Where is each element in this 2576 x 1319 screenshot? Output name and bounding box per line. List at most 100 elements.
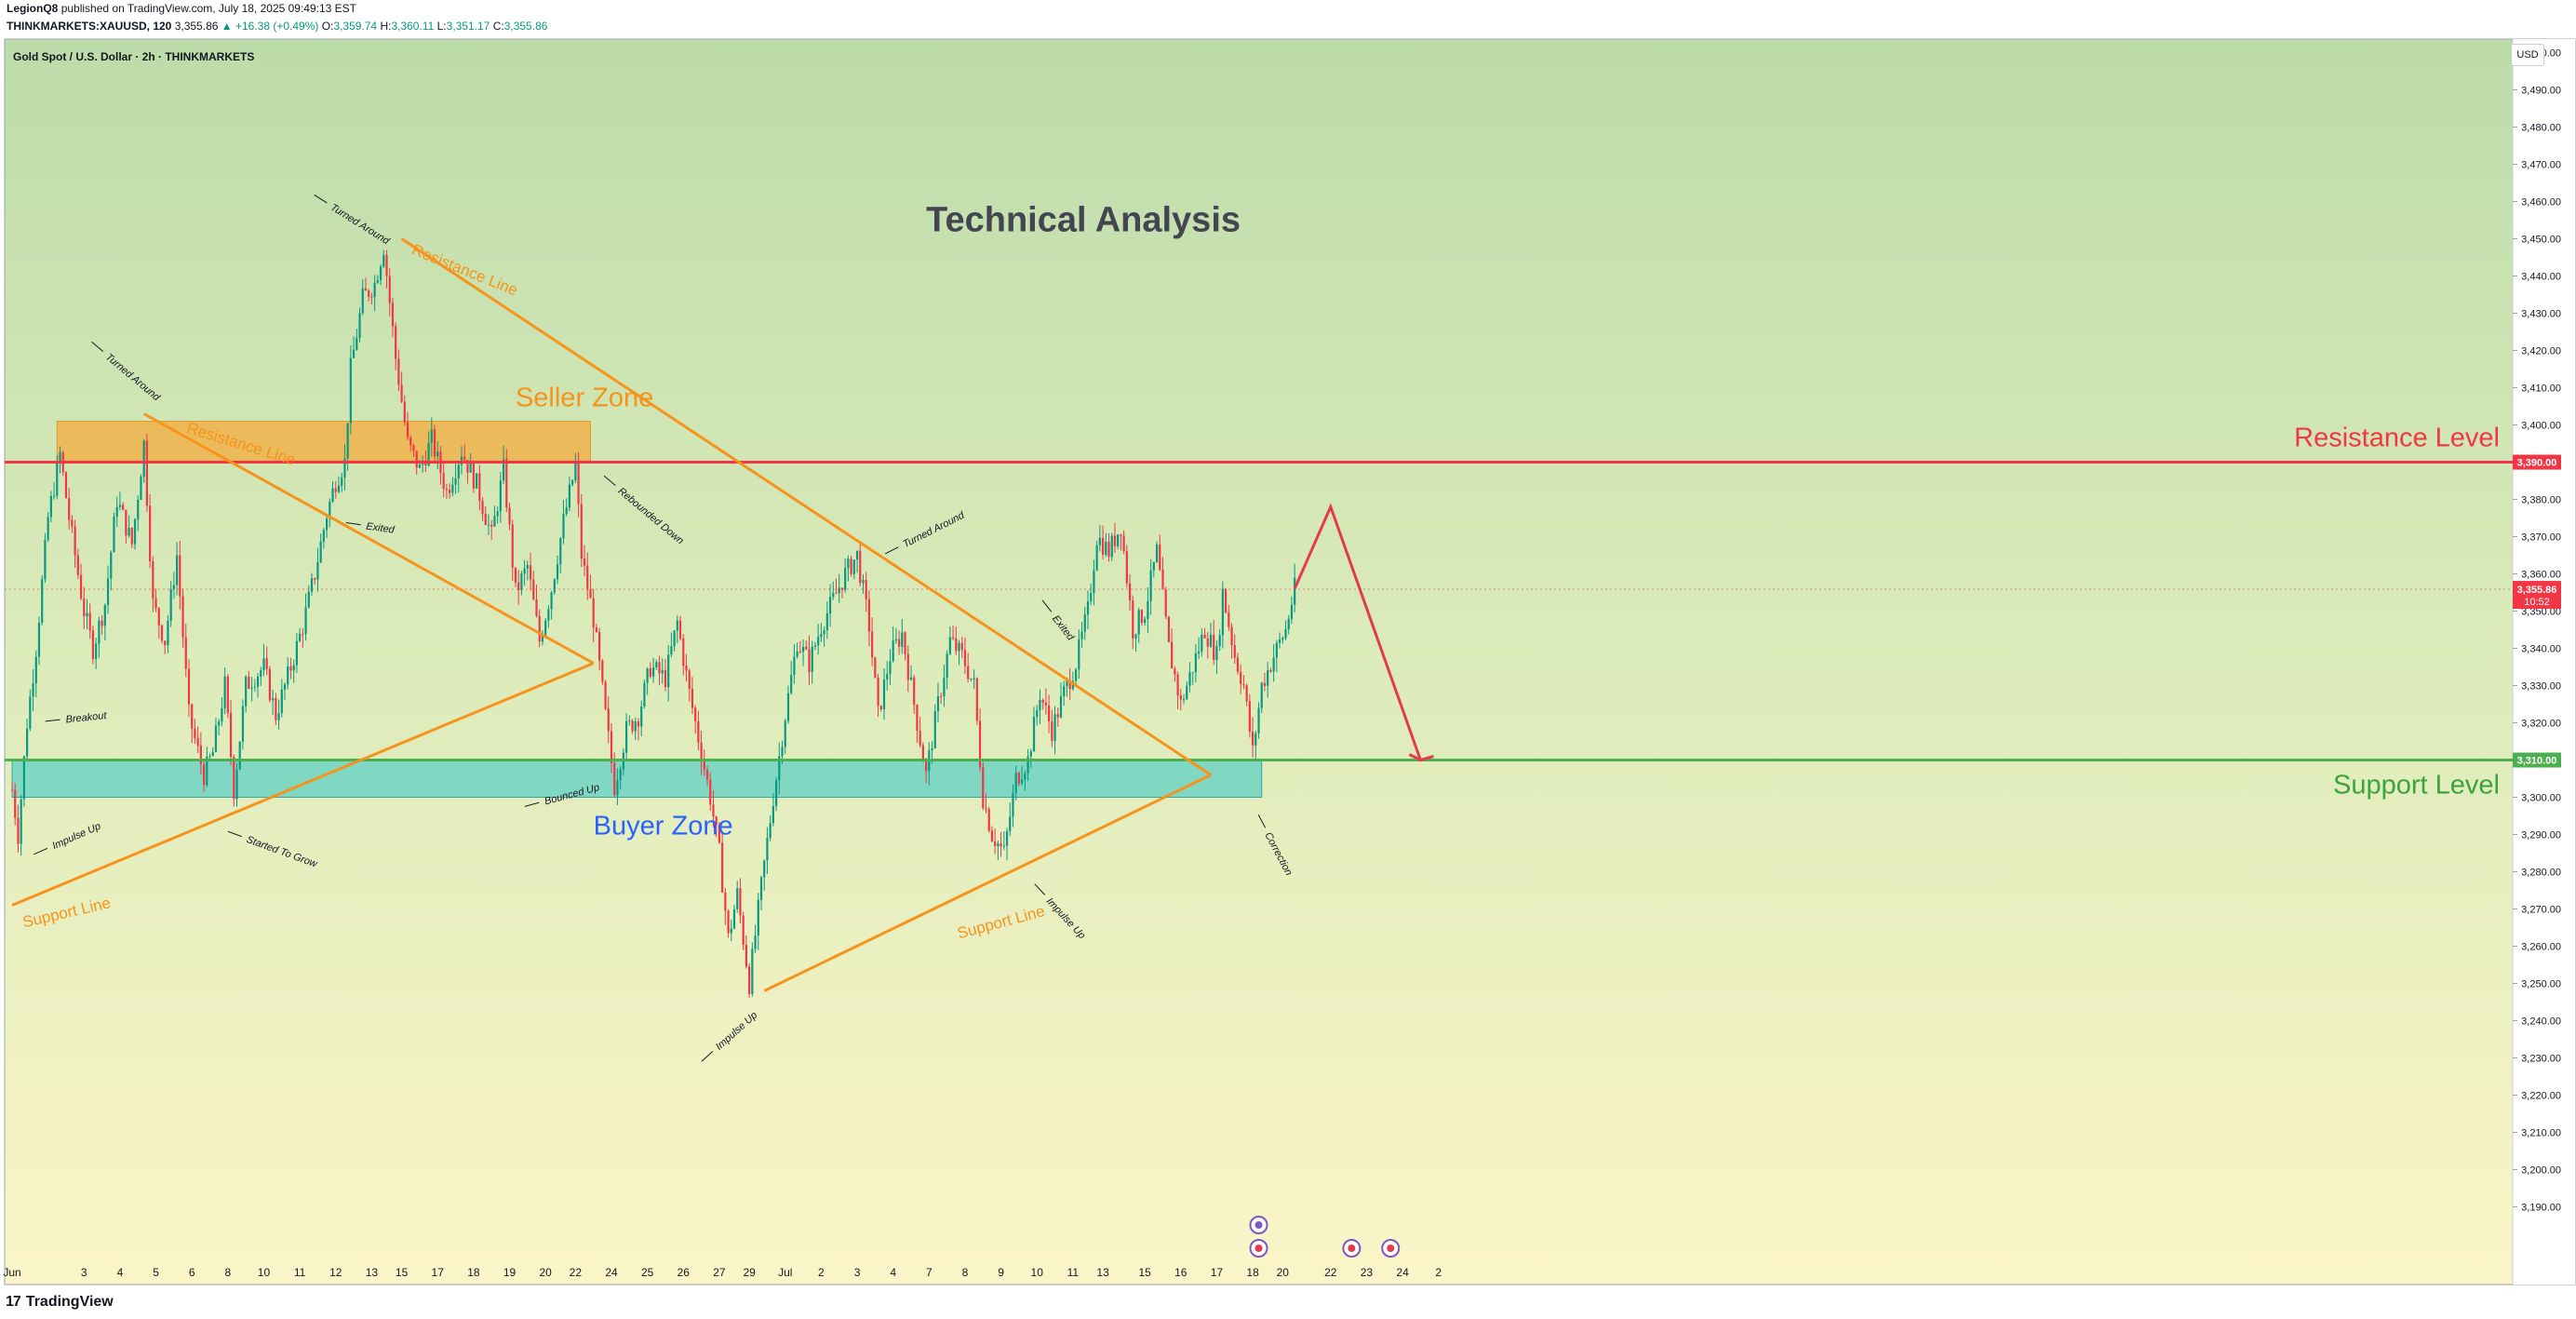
candle — [235, 763, 238, 807]
author-name[interactable]: LegionQ8 — [7, 2, 59, 15]
candle — [1260, 681, 1263, 714]
candle — [341, 473, 343, 492]
candle — [1056, 707, 1059, 727]
candle — [466, 459, 469, 484]
candle — [739, 878, 742, 924]
candle — [705, 765, 709, 787]
y-tick-label: 3,210.00 — [2521, 1128, 2561, 1139]
candle — [547, 605, 550, 628]
candle — [113, 512, 115, 553]
x-tick-label: 10 — [258, 1266, 271, 1279]
candle — [436, 441, 439, 470]
candle — [1095, 541, 1098, 572]
buyer-zone[interactable] — [11, 760, 1263, 798]
annotation-arrow — [1034, 883, 1046, 895]
candle — [550, 590, 553, 620]
candle — [1017, 771, 1021, 787]
candle — [565, 498, 568, 517]
candle — [22, 755, 25, 807]
lightning-icon[interactable] — [1249, 1216, 1268, 1234]
candle — [532, 570, 535, 600]
seller-zone[interactable] — [56, 421, 591, 463]
candle — [694, 705, 697, 734]
candle — [798, 640, 801, 654]
candle — [44, 532, 47, 584]
flag-icon[interactable] — [1342, 1239, 1362, 1258]
x-tick-label: 20 — [539, 1266, 552, 1279]
candle — [304, 593, 307, 641]
candle — [292, 659, 295, 683]
candle — [1147, 586, 1149, 634]
candle — [103, 603, 106, 641]
trend-line[interactable] — [763, 774, 1212, 992]
candle — [730, 919, 732, 942]
x-tick-label: 11 — [294, 1266, 306, 1279]
candle — [1032, 707, 1036, 752]
candle — [1075, 667, 1078, 685]
candle — [1155, 541, 1159, 564]
candle — [1024, 770, 1026, 791]
y-tick-label: 3,300.00 — [2521, 793, 2561, 804]
trend-line[interactable] — [11, 662, 595, 907]
price-change: ▲ +16.38 (+0.49%) — [221, 20, 319, 33]
candle — [523, 559, 526, 586]
x-tick-label: 27 — [713, 1266, 726, 1279]
candle — [844, 558, 847, 593]
candle — [302, 627, 304, 648]
candle — [214, 718, 218, 753]
candle — [1128, 573, 1132, 611]
candle — [194, 719, 196, 745]
chart-title: Technical Analysis — [926, 201, 1241, 240]
candle — [352, 336, 356, 358]
candle — [172, 572, 175, 599]
candle — [1218, 628, 1221, 652]
candle — [661, 658, 664, 684]
candle — [226, 673, 229, 719]
candle — [801, 639, 805, 666]
x-tick-label: 25 — [641, 1266, 654, 1279]
candle — [265, 646, 268, 676]
x-tick-label: 7 — [926, 1266, 932, 1279]
candle — [430, 417, 433, 457]
candle — [985, 793, 987, 814]
candle — [544, 618, 547, 639]
x-tick-label: 2 — [818, 1266, 825, 1279]
candle — [933, 704, 936, 749]
candle — [1188, 662, 1191, 693]
currency-button[interactable]: USD — [2511, 44, 2544, 66]
x-tick-label: 6 — [189, 1266, 195, 1279]
candle — [76, 548, 79, 579]
support-price-tag[interactable]: 3,310.00 — [2513, 752, 2561, 768]
flag-icon[interactable] — [1249, 1239, 1268, 1258]
candle — [14, 783, 17, 826]
candle — [879, 705, 882, 712]
candle — [1245, 683, 1248, 707]
candle — [1122, 530, 1125, 555]
candle — [973, 669, 975, 690]
resistance-price-tag[interactable]: 3,390.00 — [2513, 454, 2561, 470]
forecast-path[interactable] — [1293, 503, 1422, 761]
candle — [703, 748, 705, 776]
trend-line[interactable] — [142, 412, 595, 665]
candle — [1272, 643, 1275, 682]
candle — [95, 638, 98, 669]
candle — [1161, 557, 1164, 590]
candle — [472, 460, 475, 493]
low-value: 3,351.17 — [446, 20, 490, 33]
candle — [122, 502, 125, 511]
candle — [262, 644, 265, 677]
candle — [1105, 532, 1107, 558]
candle — [511, 519, 514, 582]
candle — [17, 804, 20, 854]
candle — [1176, 671, 1179, 709]
x-tick-label: 5 — [153, 1266, 159, 1279]
candle — [1134, 633, 1137, 652]
candle — [449, 483, 451, 499]
candle — [1041, 698, 1044, 710]
flag-icon[interactable] — [1381, 1239, 1401, 1258]
trend-line[interactable] — [400, 237, 1212, 776]
y-tick-label: 3,200.00 — [2521, 1165, 2561, 1177]
candle — [1140, 609, 1144, 626]
